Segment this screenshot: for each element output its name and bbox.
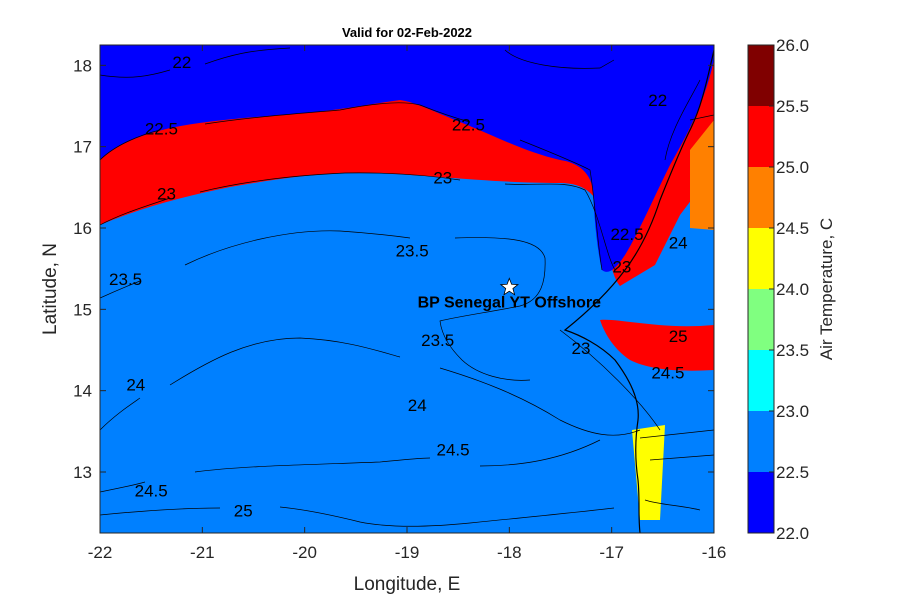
- y-tick-label: 17: [73, 138, 92, 157]
- colorbar-swatch: [748, 228, 774, 289]
- colorbar-tick-label: 24.0: [776, 280, 809, 299]
- colorbar-tick-label: 24.5: [776, 219, 809, 238]
- y-axis-label: Latitude, N: [40, 243, 61, 335]
- colorbar-swatch: [748, 472, 774, 533]
- x-tick-label: -17: [599, 543, 624, 562]
- contour-label: 22.5: [452, 115, 485, 134]
- contour-label: 23.5: [109, 270, 142, 289]
- colorbar-tick-label: 22.5: [776, 463, 809, 482]
- x-axis: -22 -21 -20 -19 -18 -17 -16: [88, 45, 727, 562]
- contour-label: 23: [433, 168, 452, 187]
- colorbar-tick-label: 23.0: [776, 402, 809, 421]
- band-22.5-23: [100, 170, 714, 533]
- colorbar-swatch: [748, 106, 774, 167]
- site-label: BP Senegal YT Offshore: [418, 294, 602, 311]
- y-tick-label: 13: [73, 463, 92, 482]
- y-tick-label: 14: [73, 382, 92, 401]
- y-tick-label: 18: [73, 56, 92, 75]
- contour-label: 23: [157, 185, 176, 204]
- contour-22.5: [100, 102, 603, 271]
- band-coastal-warm-north: [690, 120, 714, 230]
- y-axis: 13 14 15 16 17 18: [73, 56, 714, 482]
- contour-label: 23.5: [421, 331, 454, 350]
- contour-22: [100, 47, 701, 161]
- contour-label: 24: [126, 376, 145, 395]
- contour-24: [100, 337, 641, 436]
- band-coastal-warm: [600, 319, 714, 371]
- x-tick-label: -22: [88, 543, 113, 562]
- contour-25: [100, 506, 615, 527]
- contour-label: 22.5: [610, 225, 643, 244]
- y-tick-label: 16: [73, 219, 92, 238]
- colorbar-swatch: [748, 45, 774, 106]
- contour-label: 24: [669, 233, 688, 252]
- colorbar: 22.0 22.5 23.0 23.5 24.0 24.5 25.0 25.5 26.0: [747, 36, 809, 543]
- contour-label: 23.5: [396, 241, 429, 260]
- coastline-inland: [639, 114, 714, 511]
- coastline: [563, 49, 714, 533]
- contour-label: 24.5: [651, 363, 684, 382]
- contour-label: 24: [408, 396, 427, 415]
- colorbar-tick-label: 23.5: [776, 341, 809, 360]
- colorbar-tick-label: 25.0: [776, 158, 809, 177]
- x-tick-label: -18: [497, 543, 522, 562]
- contour-label: 25: [234, 502, 253, 521]
- contour-label: 22: [172, 53, 191, 72]
- contour-lines: [100, 47, 701, 527]
- contour-label: 24.5: [437, 441, 470, 460]
- colorbar-swatch: [748, 289, 774, 350]
- colorbar-swatch: [748, 411, 774, 472]
- colorbar-swatch: [748, 167, 774, 228]
- colorbar-tick-label: 25.5: [776, 97, 809, 116]
- contour-24.5: [100, 439, 601, 493]
- band-coastal-south: [632, 425, 665, 520]
- contour-23.5: [100, 230, 546, 381]
- contour-label: 23: [612, 258, 631, 277]
- contour-label: 22.5: [145, 119, 178, 138]
- contour-labels: 22 22 22.5 22.5 22.5 23 23 23 23 23.5 23.5 23.5 24 24…: [109, 53, 688, 521]
- x-tick-label: -21: [190, 543, 215, 562]
- x-tick-label: -16: [702, 543, 727, 562]
- x-tick-label: -20: [292, 543, 317, 562]
- x-tick-label: -19: [395, 543, 420, 562]
- colorbar-tick-label: 22.0: [776, 524, 809, 543]
- band-22-22.5: [100, 45, 714, 272]
- contour-label: 23: [572, 339, 591, 358]
- site-marker: BP Senegal YT Offshore: [418, 277, 602, 311]
- plot-area: [100, 45, 714, 533]
- contour-label: 22: [648, 91, 667, 110]
- plot-title: Valid for 02-Feb-2022: [342, 25, 472, 40]
- colorbar-swatch: [748, 350, 774, 411]
- x-axis-label: Longitude, E: [354, 574, 461, 595]
- y-tick-label: 15: [73, 300, 92, 319]
- star-icon: [499, 277, 519, 296]
- contour-23: [100, 172, 661, 431]
- colorbar-title: Air Temperature, C: [817, 218, 836, 360]
- contour-label: 24.5: [135, 481, 168, 500]
- colorbar-tick-label: 26.0: [776, 36, 809, 55]
- contour-label: 25: [669, 327, 688, 346]
